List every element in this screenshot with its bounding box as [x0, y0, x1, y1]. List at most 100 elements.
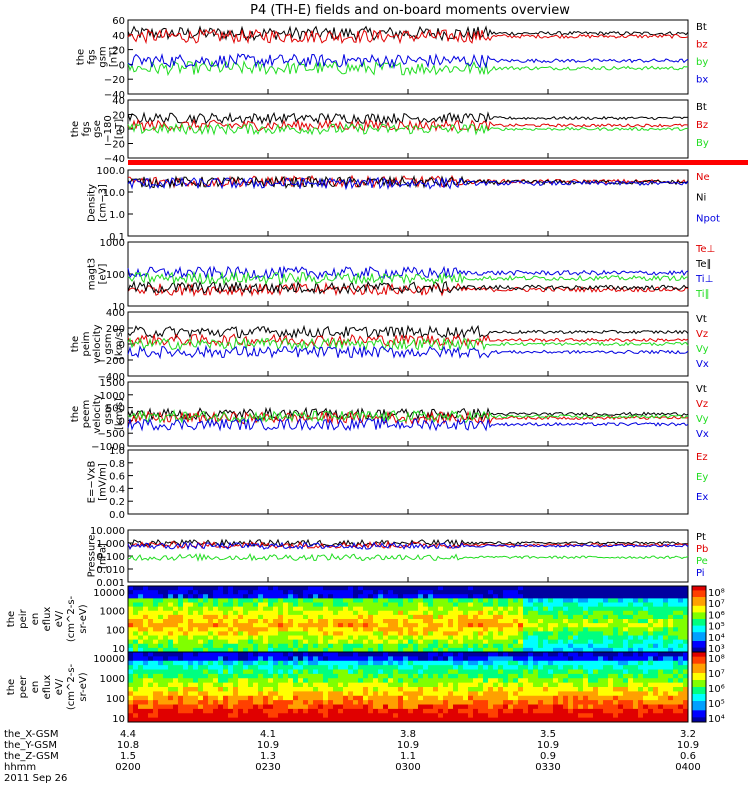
spectrogram-cell: [633, 647, 639, 653]
spectrogram-cell: [438, 682, 444, 688]
spectrogram-cell: [683, 669, 689, 675]
spectrogram-cell: [488, 704, 494, 710]
spectrogram-cell: [398, 682, 404, 688]
spectrogram-cell: [423, 631, 429, 637]
spectrogram-cell: [198, 647, 204, 653]
spectrogram-cell: [438, 687, 444, 692]
spectrogram-cell: [403, 708, 409, 714]
spectrogram-cell: [428, 586, 434, 591]
spectrogram-cell: [528, 590, 534, 595]
spectrogram-cell: [373, 594, 379, 599]
spectrogram-cell: [278, 623, 284, 628]
spectrogram-cell: [553, 627, 559, 632]
spectrogram-cell: [293, 614, 299, 620]
spectrogram-cell: [158, 669, 164, 675]
spectrogram-cell: [658, 673, 664, 679]
spectrogram-cell: [438, 708, 444, 714]
spectrogram-cell: [213, 669, 219, 675]
spectrogram-cell: [513, 590, 519, 595]
spectrogram-cell: [468, 717, 474, 723]
svg-text:[mV/m]: [mV/m]: [98, 463, 109, 501]
spectrogram-cell: [428, 594, 434, 599]
spectrogram-cell: [628, 656, 634, 662]
spectrogram-cell: [253, 695, 259, 701]
spectrogram-cell: [513, 687, 519, 692]
spectrogram-cell: [618, 614, 624, 620]
spectrogram-cell: [243, 643, 249, 649]
spectrogram-cell: [478, 598, 484, 604]
spectrogram-cell: [348, 635, 354, 641]
spectrogram-cell: [133, 606, 139, 612]
spectrogram-cell: [613, 700, 619, 706]
spectrogram-cell: [258, 610, 264, 616]
spectrogram-cell: [568, 656, 574, 662]
ephemeris-label: the_X-GSM: [4, 729, 58, 740]
spectrogram-cell: [658, 695, 664, 701]
spectrogram-cell: [463, 691, 469, 697]
spectrogram-cell: [603, 713, 609, 719]
spectrogram-cell: [428, 669, 434, 675]
y-tick-label: 200: [106, 324, 125, 335]
spectrogram-cell: [398, 656, 404, 662]
svg-text:eV/: eV/: [54, 610, 65, 627]
spectrogram-cell: [453, 643, 459, 649]
spectrogram-cell: [568, 652, 574, 657]
spectrogram-cell: [338, 678, 344, 684]
spectrogram-cell: [228, 606, 234, 612]
spectrogram-cell: [353, 687, 359, 692]
spectrogram-cell: [558, 619, 564, 624]
spectrogram-cell: [433, 594, 439, 599]
spectrogram-cell: [128, 682, 134, 688]
spectrogram-cell: [668, 704, 674, 710]
spectrogram-cell: [493, 586, 499, 591]
spectrogram-cell: [223, 614, 229, 620]
spectrogram-cell: [393, 713, 399, 719]
spectrogram-cell: [278, 695, 284, 701]
spectrogram-cell: [668, 717, 674, 723]
ephemeris-value: 0.6: [680, 751, 696, 762]
spectrogram-cell: [488, 602, 494, 608]
spectrogram-cell: [303, 614, 309, 620]
spectrogram-cell: [533, 673, 539, 679]
spectrogram-cell: [238, 643, 244, 649]
spectrogram-cell: [668, 713, 674, 719]
spectrogram-cell: [518, 717, 524, 723]
spectrogram-cell: [128, 678, 134, 684]
spectrogram-cell: [508, 594, 514, 599]
spectrogram-cell: [543, 665, 549, 671]
spectrogram-cell: [183, 610, 189, 616]
spectrogram-cell: [468, 606, 474, 612]
spectrogram-cell: [523, 717, 529, 723]
spectrogram-cell: [163, 713, 169, 719]
spectrogram-cell: [618, 708, 624, 714]
spectrogram-cell: [128, 660, 134, 666]
spectrogram-cell: [303, 665, 309, 671]
spectrogram-cell: [163, 717, 169, 723]
spectrogram-cell: [458, 647, 464, 653]
spectrogram-cell: [603, 606, 609, 612]
spectrogram-cell: [458, 695, 464, 701]
spectrogram-cell: [143, 610, 149, 616]
spectrogram-cell: [483, 695, 489, 701]
spectrogram-cell: [328, 704, 334, 710]
spectrogram-cell: [423, 598, 429, 604]
spectrogram-cell: [623, 700, 629, 706]
spectrogram-cell: [323, 627, 329, 632]
spectrogram-cell: [378, 598, 384, 604]
spectrogram-cell: [633, 695, 639, 701]
spectrogram-cell: [203, 713, 209, 719]
spectrogram-cell: [223, 704, 229, 710]
spectrogram-cell: [253, 606, 259, 612]
spectrogram-cell: [548, 590, 554, 595]
spectrogram-cell: [473, 631, 479, 637]
spectrogram-cell: [623, 660, 629, 666]
spectrogram-cell: [293, 598, 299, 604]
spectrogram-cell: [353, 652, 359, 657]
spectrogram-cell: [283, 673, 289, 679]
svg-text:−180: −180: [103, 115, 114, 142]
spectrogram-cell: [673, 652, 679, 657]
spectrogram-cell: [608, 598, 614, 604]
spectrogram-cell: [203, 614, 209, 620]
legend-Te∥: Te∥: [695, 259, 712, 270]
spectrogram-cell: [533, 665, 539, 671]
